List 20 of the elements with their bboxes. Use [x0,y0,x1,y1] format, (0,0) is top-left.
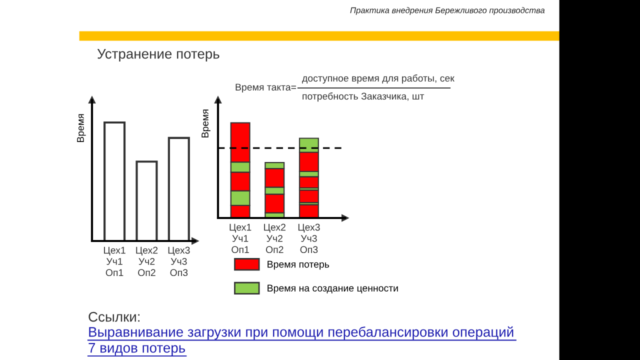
bar [298,189,319,204]
text: Практика внедрения Бережливого производства [350,7,545,15]
text: Время такта= [236,84,296,93]
x-tick-label: Цех2 Уч2 Оп2 [136,246,158,276]
x-tick-label: Цех2 Уч2 Оп2 [264,224,286,254]
text: доступное время для работы, сек [302,74,454,84]
text: потребность Заказчика, шт [302,92,424,102]
y-axis-title: Время [77,114,86,142]
x-tick-label: Цех1 Уч1 Оп1 [230,224,252,254]
x-tick-label: Цех1 Уч1 Оп1 [104,246,126,276]
text: Ссылки: [88,312,140,322]
text: 7 видов потерь [88,343,186,356]
x-tick-label: Цех3 Уч3 Оп3 [168,246,190,276]
text: Выравнивание загрузки при помощи перебалансировки операций [89,326,514,340]
legend-label: Время потерь [268,260,330,270]
y-axis-title: Время [202,110,210,138]
x-tick-label: Цех3 Уч3 Оп3 [298,224,320,254]
bar [298,176,319,188]
chart-title: Устранение потерь [97,49,220,62]
legend-label: Время на создание ценности [268,284,398,294]
